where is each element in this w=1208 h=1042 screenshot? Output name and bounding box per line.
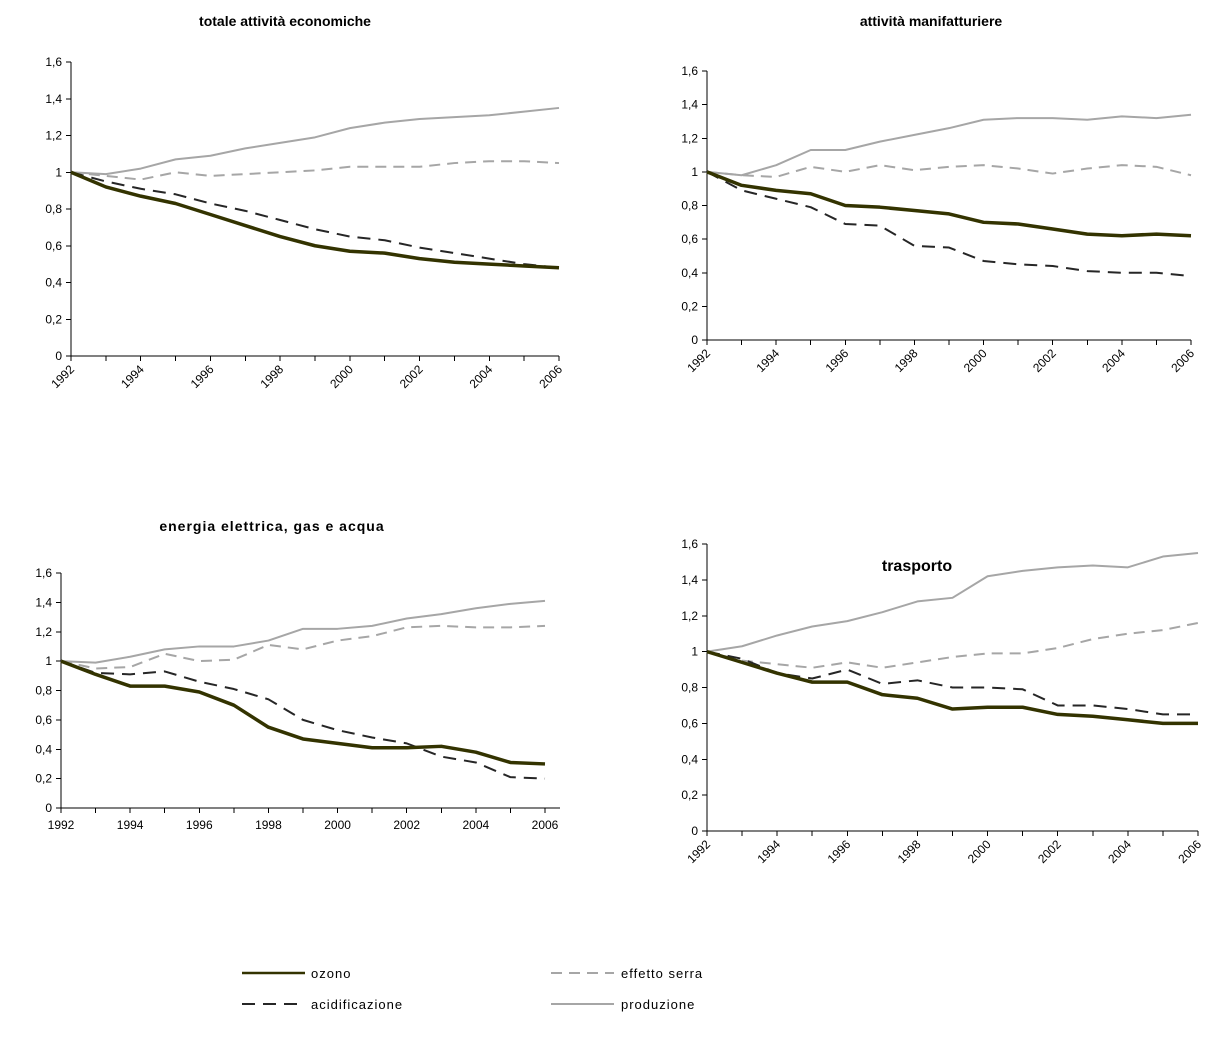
y-tick-label: 0,2: [681, 299, 698, 313]
y-tick-label: 1: [691, 165, 698, 179]
chart-trasporto: trasporto 0 0,2 0,4 0,6 0,8 1 1,2 1,4 1,6 1992 199…: [681, 537, 1204, 866]
legend-label-acidificazione: acidificazione: [311, 997, 403, 1012]
y-tick-label: 0,8: [45, 202, 62, 216]
y-tick-label: 0: [691, 333, 698, 347]
series-line-acidificazione: [706, 170, 1192, 278]
series-line-ozono: [70, 170, 560, 270]
y-tick-label: 1,2: [35, 625, 52, 639]
chart-title: energia elettrica, gas e acqua: [159, 518, 384, 534]
series-line-ozono: [706, 170, 1192, 238]
x-tick-label: 1994: [117, 818, 144, 832]
chart-totale-attivita-economiche: totale attività economiche 0 0,2 0,4 0,6 0,8…: [45, 13, 565, 391]
x-tick-label: 2004: [1099, 346, 1128, 375]
x-tick-label: 2002: [1030, 346, 1059, 375]
x-tick-label: 1998: [892, 346, 921, 375]
y-tick-label: 0: [45, 801, 52, 815]
x-tick-label: 2006: [1168, 346, 1197, 375]
series-line-ozono: [60, 659, 546, 766]
x-tick-label: 1998: [255, 818, 282, 832]
series-line-effetto-serra: [60, 624, 546, 670]
x-tick-label: 2004: [467, 362, 496, 391]
legend: ozono effetto serra acidificazione produ…: [242, 966, 703, 1012]
x-tick-label: 2000: [324, 818, 351, 832]
x-tick-label: 1994: [753, 346, 782, 375]
series-line-effetto-serra: [706, 164, 1192, 178]
chart-energia-elettrica-gas-acqua: energia elettrica, gas e acqua 0 0,2 0,4 0,…: [35, 518, 560, 832]
y-tick-label: 0,8: [681, 199, 698, 213]
series-line-acidificazione: [706, 650, 1198, 716]
series-line-acidificazione: [70, 171, 560, 269]
y-tick-label: 0,8: [681, 681, 698, 695]
series-line-produzione: [60, 599, 546, 664]
y-tick-label: 1,4: [681, 573, 698, 587]
x-tick-label: 1992: [48, 362, 77, 391]
y-tick-label: 1,6: [35, 566, 52, 580]
x-tick-label: 1996: [188, 362, 217, 391]
series-line-produzione: [706, 551, 1199, 653]
x-tick-label: 2000: [965, 837, 994, 866]
x-tick-label: 2004: [463, 818, 490, 832]
series-line-effetto-serra: [70, 160, 560, 181]
x-tick-label: 2006: [1175, 837, 1204, 866]
y-tick-label: 0,2: [45, 312, 62, 326]
chart-title: trasporto: [882, 558, 952, 575]
y-tick-label: 0: [691, 824, 698, 838]
y-tick-label: 0: [55, 349, 62, 363]
y-tick-label: 1,4: [681, 98, 698, 112]
y-tick-label: 1: [45, 654, 52, 668]
legend-label-effetto-serra: effetto serra: [621, 966, 703, 981]
y-tick-label: 0,6: [681, 232, 698, 246]
legend-label-ozono: ozono: [311, 966, 351, 981]
x-tick-label: 2006: [536, 362, 565, 391]
y-tick-label: 0,2: [35, 772, 52, 786]
x-tick-label: 2002: [397, 362, 426, 391]
y-tick-label: 0,8: [35, 684, 52, 698]
y-tick-label: 0,4: [35, 742, 52, 756]
x-tick-label: 2002: [1035, 837, 1064, 866]
x-tick-label: 1996: [825, 837, 854, 866]
chart-attivita-manifatturiere: attività manifatturiere 0 0,2 0,4 0,6 0,8 1 1,…: [681, 13, 1197, 375]
chart-title: attività manifatturiere: [860, 13, 1003, 29]
y-tick-label: 0,2: [681, 788, 698, 802]
y-tick-label: 0,6: [45, 239, 62, 253]
y-tick-label: 1,6: [681, 537, 698, 551]
series-line-acidificazione: [60, 660, 546, 780]
y-tick-label: 0,6: [681, 716, 698, 730]
y-tick-label: 1: [691, 645, 698, 659]
x-tick-label: 1998: [895, 837, 924, 866]
x-tick-label: 2002: [393, 818, 420, 832]
y-tick-label: 1,6: [681, 64, 698, 78]
y-tick-label: 0,4: [45, 276, 62, 290]
x-tick-label: 1996: [186, 818, 213, 832]
x-tick-label: 2006: [532, 818, 559, 832]
y-tick-label: 1,4: [35, 595, 52, 609]
y-tick-label: 0,6: [35, 713, 52, 727]
x-tick-label: 2000: [327, 362, 356, 391]
series-line-effetto-serra: [706, 621, 1199, 669]
y-tick-label: 0,4: [681, 266, 698, 280]
chart-title: totale attività economiche: [199, 13, 371, 29]
series-line-produzione: [706, 113, 1192, 177]
y-tick-label: 1,2: [45, 129, 62, 143]
x-tick-label: 2000: [961, 346, 990, 375]
x-tick-label: 1998: [257, 362, 286, 391]
series-line-produzione: [70, 106, 560, 176]
x-tick-label: 1992: [684, 346, 713, 375]
x-tick-label: 1994: [118, 362, 147, 391]
x-tick-label: 1996: [823, 346, 852, 375]
y-tick-label: 0,4: [681, 752, 698, 766]
x-tick-label: 1992: [684, 837, 713, 866]
y-tick-label: 1,2: [681, 131, 698, 145]
legend-label-produzione: produzione: [621, 997, 695, 1012]
y-tick-label: 1,2: [681, 609, 698, 623]
y-tick-label: 1,6: [45, 55, 62, 69]
x-tick-label: 1992: [48, 818, 75, 832]
y-tick-label: 1,4: [45, 92, 62, 106]
x-tick-label: 2004: [1105, 837, 1134, 866]
x-tick-label: 1994: [754, 837, 783, 866]
y-tick-label: 1: [55, 165, 62, 179]
series-line-ozono: [706, 649, 1198, 726]
